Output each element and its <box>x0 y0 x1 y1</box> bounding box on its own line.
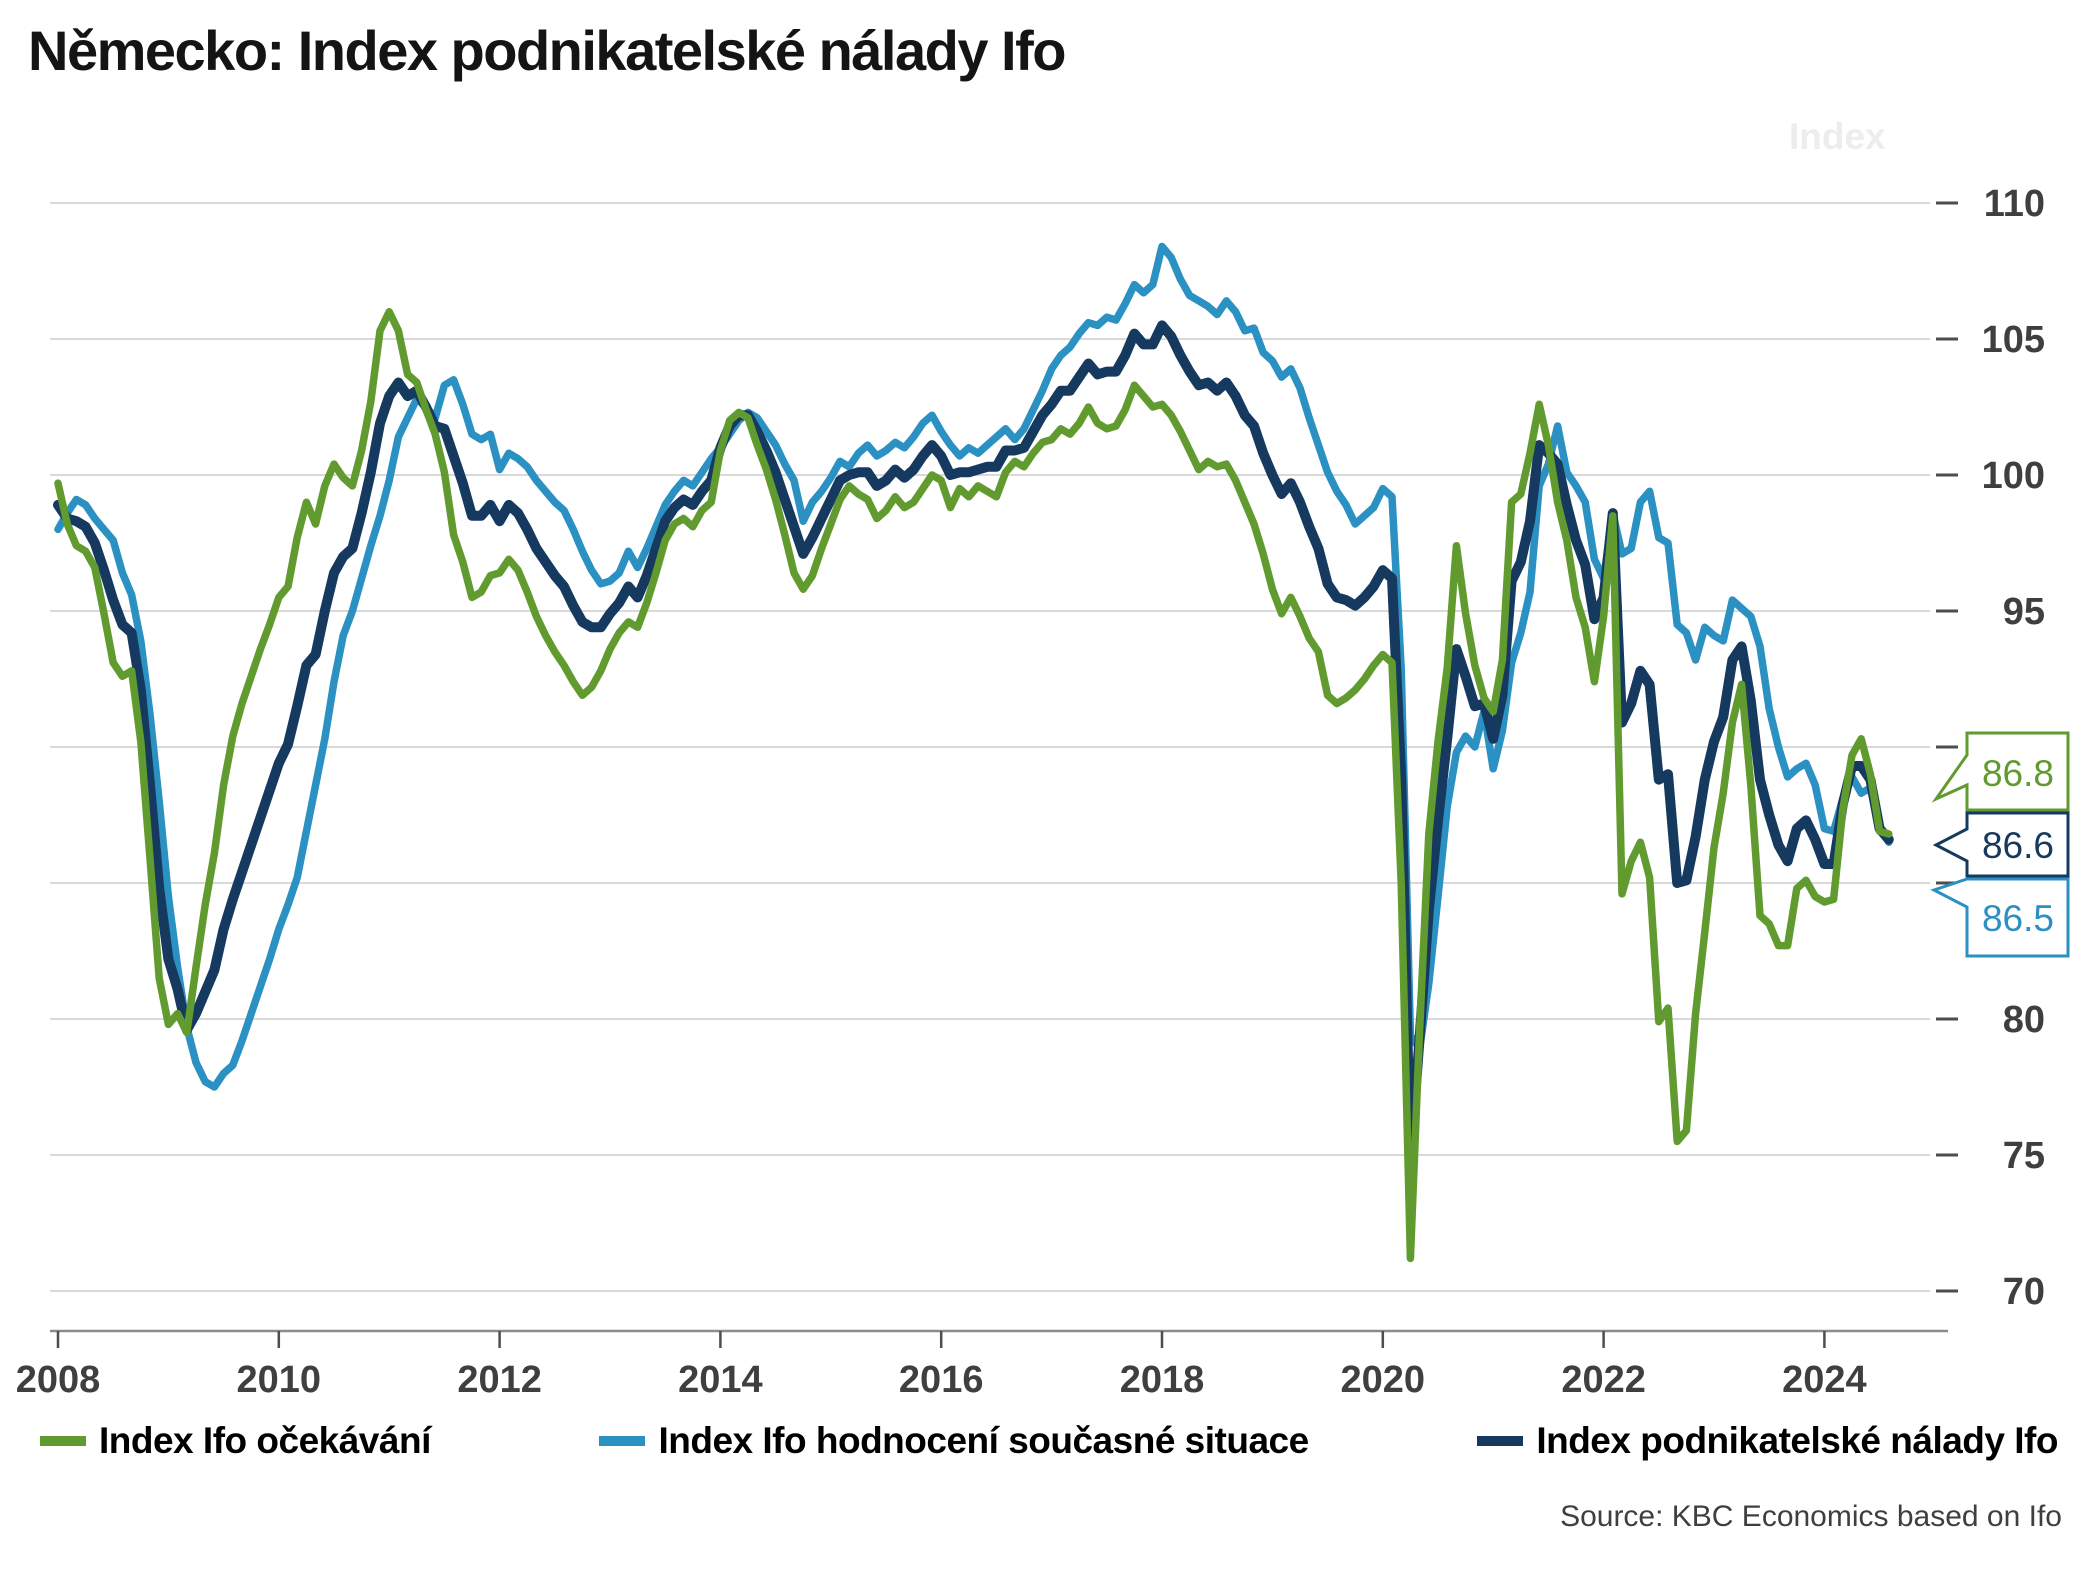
source-note: Source: KBC Economics based on Ifo <box>1560 1500 2062 1533</box>
y-tick-label-75: 75 <box>2003 1135 2045 1177</box>
legend-item-climate: Index podnikatelské nálady Ifo <box>1477 1420 2058 1462</box>
x-tick-label-2022: 2022 <box>1561 1359 1646 1401</box>
callout-box-climate <box>1932 811 2070 878</box>
end-label-situation: 86.5 <box>1982 898 2054 939</box>
legend-label-climate: Index podnikatelské nálady Ifo <box>1536 1420 2058 1461</box>
y-tick-label-100: 100 <box>1982 455 2045 497</box>
legend-label-expectations: Index Ifo očekávání <box>99 1420 431 1461</box>
legend-item-situation: Index Ifo hodnocení současné situace <box>599 1420 1309 1462</box>
end-label-climate: 86.6 <box>1982 825 2054 866</box>
y-tick-label-80: 80 <box>2003 999 2045 1041</box>
x-tick-label-2014: 2014 <box>678 1359 763 1401</box>
y-axis-unit-label: Index <box>1789 116 1886 157</box>
series-line-situation <box>54 242 1893 1091</box>
x-tick-label-2012: 2012 <box>457 1359 542 1401</box>
legend-swatch-expectations-icon <box>40 1436 86 1446</box>
legend-label-situation: Index Ifo hodnocení současné situace <box>658 1420 1309 1461</box>
x-tick-label-2010: 2010 <box>237 1359 322 1401</box>
page-title: Německo: Index podnikatelské nálady Ifo <box>28 19 1066 82</box>
legend-item-expectations: Index Ifo očekávání <box>40 1420 431 1462</box>
y-tick-label-105: 105 <box>1982 319 2045 361</box>
legend-swatch-situation-icon <box>599 1436 646 1446</box>
series-line-expectations <box>54 308 1893 1263</box>
y-tick-label-70: 70 <box>2003 1271 2045 1313</box>
x-tick-label-2024: 2024 <box>1782 1359 1867 1401</box>
series-layer <box>53 242 1894 1263</box>
x-tick-label-2016: 2016 <box>899 1359 984 1401</box>
x-tick-label-2020: 2020 <box>1341 1359 1426 1401</box>
callout-box-situation <box>1930 877 2070 958</box>
gridlines-layer <box>50 202 1930 1292</box>
end-label-expectations: 86.8 <box>1982 753 2054 794</box>
legend-swatch-climate-icon <box>1477 1436 1524 1446</box>
x-tick-label-2018: 2018 <box>1120 1359 1205 1401</box>
x-tick-label-2008: 2008 <box>16 1359 101 1401</box>
end-value-callouts: 86.8 86.6 86.5 <box>1930 731 2070 958</box>
y-tick-label-110: 110 <box>1984 183 2045 225</box>
y-tick-label-95: 95 <box>2003 591 2045 633</box>
callout-box-expectations <box>1931 731 2070 812</box>
series-line-climate <box>53 320 1894 1166</box>
axes-layer: 7075808590951001051102008201020122014201… <box>16 183 2045 1401</box>
legend: Index Ifo očekávání Index Ifo hodnocení … <box>40 1420 2058 1462</box>
